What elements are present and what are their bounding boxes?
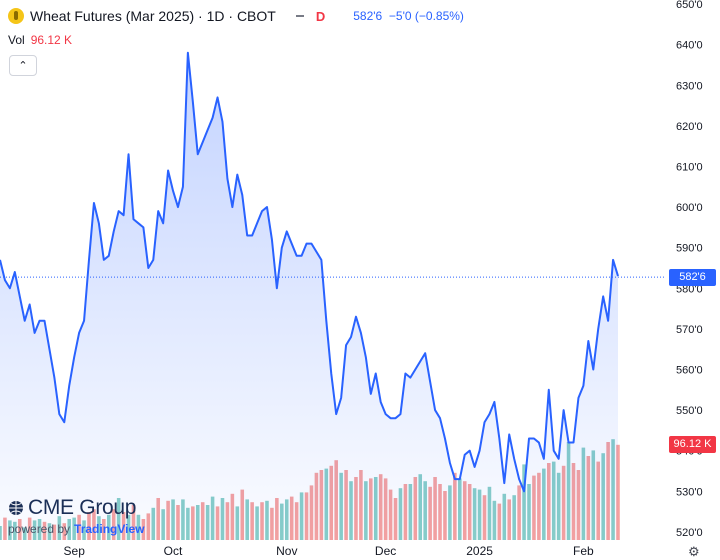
y-tick-label: 570'0 <box>676 324 703 336</box>
y-tick-label: 520'0 <box>676 527 703 539</box>
price-line <box>0 51 619 493</box>
y-tick-label: 640'0 <box>676 40 703 52</box>
last-price-axis-label: 582'6 <box>669 268 716 286</box>
y-tick-label: 620'0 <box>676 121 703 133</box>
volume-label: Vol <box>8 33 25 47</box>
y-tick-label: 550'0 <box>676 405 703 417</box>
x-tick-label: Sep <box>64 544 86 558</box>
brand-watermark: CME Group powered by TradingView <box>8 496 145 536</box>
price-change: −5'0 (−0.85%) <box>388 9 464 23</box>
x-tick-label: Oct <box>164 544 183 558</box>
settings-gear-icon[interactable]: ⚙ <box>688 544 700 559</box>
y-tick-label: 650'0 <box>676 0 703 11</box>
x-tick-label: Dec <box>375 544 396 558</box>
y-tick-label: 530'0 <box>676 486 703 498</box>
symbol-title[interactable]: Wheat Futures (Mar 2025) · 1D · CBOT <box>30 8 276 24</box>
line-style-icon <box>295 15 304 17</box>
price-quote: 582'6 −5'0 (−0.85%) <box>353 9 464 23</box>
y-tick-label: 590'0 <box>676 243 703 255</box>
powered-by: powered by TradingView <box>8 522 145 536</box>
volume-legend: Vol 96.12 K <box>8 33 72 47</box>
chevron-up-icon: ⌃ <box>18 60 28 72</box>
platform-name: TradingView <box>74 522 145 536</box>
chart-legend: Wheat Futures (Mar 2025) · 1D · CBOT D 5… <box>8 8 464 24</box>
x-tick-label: 2025 <box>466 544 493 558</box>
cme-logo: CME Group <box>8 496 145 520</box>
y-tick-label: 580'0 <box>676 283 703 295</box>
symbol-logo-icon <box>8 8 24 24</box>
y-tick-label: 600'0 <box>676 202 703 214</box>
collapse-legend-button[interactable]: ⌃ <box>9 55 37 76</box>
y-tick-label: 630'0 <box>676 80 703 92</box>
x-tick-label: Nov <box>276 544 297 558</box>
volume-value: 96.12 K <box>30 33 73 47</box>
market-status-badge: D <box>315 8 326 24</box>
powered-by-text: powered by <box>8 522 71 536</box>
last-price: 582'6 <box>353 9 383 23</box>
last-volume-axis-label: 96.12 K <box>669 436 716 454</box>
price-area <box>0 52 618 540</box>
y-tick-label: 560'0 <box>676 365 703 377</box>
x-tick-label: Feb <box>573 544 594 558</box>
y-tick-label: 610'0 <box>676 162 703 174</box>
cme-name: CME Group <box>28 496 137 519</box>
cme-globe-icon <box>9 501 23 515</box>
